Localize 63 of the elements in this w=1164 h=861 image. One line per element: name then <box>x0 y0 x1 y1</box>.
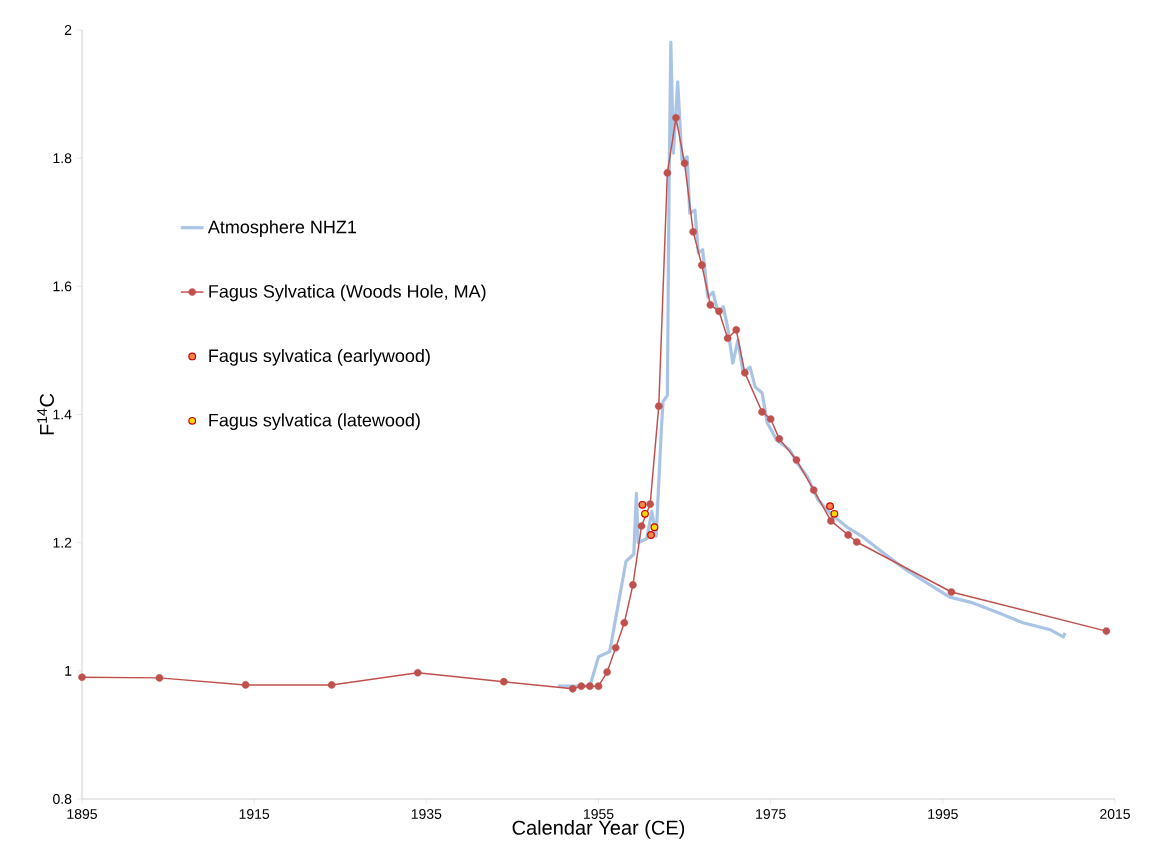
point <box>650 523 659 532</box>
point <box>689 228 697 236</box>
point <box>715 307 723 316</box>
y-tick-label: 1.4 <box>53 409 72 420</box>
point <box>775 435 784 443</box>
x-tick-label: 2015 <box>1100 809 1130 819</box>
point <box>327 681 336 689</box>
legend-label: Fagus sylvatica (latewood) <box>209 413 420 431</box>
point <box>698 261 706 269</box>
point <box>647 531 655 539</box>
legend-label: Atmosphere NHZ1 <box>207 220 357 237</box>
point <box>947 588 956 596</box>
y-tick-label: 1 <box>65 666 72 676</box>
x-axis-title: Calendar Year (CE) <box>512 820 685 839</box>
point <box>586 682 594 691</box>
point <box>646 500 654 509</box>
point <box>1102 627 1111 635</box>
point <box>629 581 637 589</box>
point <box>568 684 577 693</box>
x-tick-label: 1975 <box>756 809 786 819</box>
point <box>637 522 646 530</box>
x-tick-label: 1995 <box>928 809 958 819</box>
y-tick-label: 1.8 <box>53 153 72 164</box>
y-tick-label: 1.2 <box>53 537 72 548</box>
point <box>663 169 672 177</box>
point <box>732 326 741 334</box>
x-tick-label: 1955 <box>584 809 614 819</box>
point <box>852 538 861 546</box>
point <box>672 113 680 122</box>
point <box>826 502 834 511</box>
point <box>654 402 663 410</box>
point <box>241 681 250 689</box>
point <box>577 682 586 691</box>
point <box>706 301 715 309</box>
point <box>766 415 775 423</box>
point <box>809 486 818 494</box>
legend-label: Fagus sylvatica (earlywood) <box>209 348 430 366</box>
point <box>620 618 629 627</box>
point <box>741 369 749 377</box>
point <box>792 456 801 464</box>
point <box>603 668 611 676</box>
x-tick-label: 1895 <box>67 809 97 819</box>
point <box>827 517 835 525</box>
y-axis-title: F$^{14}$C <box>37 393 54 435</box>
y-tick-label: 0.8 <box>53 794 72 804</box>
point <box>723 334 732 343</box>
point <box>78 673 86 682</box>
point <box>594 682 603 691</box>
point <box>413 668 422 677</box>
point <box>844 531 852 539</box>
point <box>641 509 649 518</box>
point <box>758 408 766 416</box>
legend-label: Fagus Sylvatica (Woods Hole, MA) <box>209 284 486 302</box>
point <box>500 677 508 686</box>
point <box>611 643 620 652</box>
y-tick-label: 2 <box>64 25 72 35</box>
y-tick-label: 1.6 <box>53 281 72 292</box>
x-tick-label: 1935 <box>411 809 442 819</box>
point <box>680 159 689 168</box>
point <box>638 500 647 509</box>
point <box>830 509 839 518</box>
x-tick-label: 1915 <box>239 809 270 819</box>
point <box>155 674 164 682</box>
